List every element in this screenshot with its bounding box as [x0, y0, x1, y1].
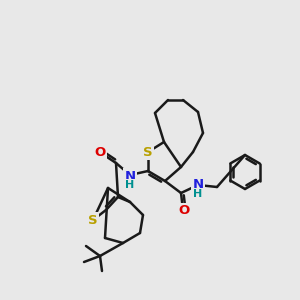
Text: H: H	[194, 189, 202, 199]
Text: O: O	[94, 146, 106, 160]
Text: N: N	[192, 178, 204, 191]
Text: N: N	[124, 169, 136, 182]
Text: H: H	[125, 180, 135, 190]
Text: O: O	[178, 205, 190, 218]
Text: S: S	[88, 214, 98, 226]
Text: S: S	[143, 146, 153, 158]
